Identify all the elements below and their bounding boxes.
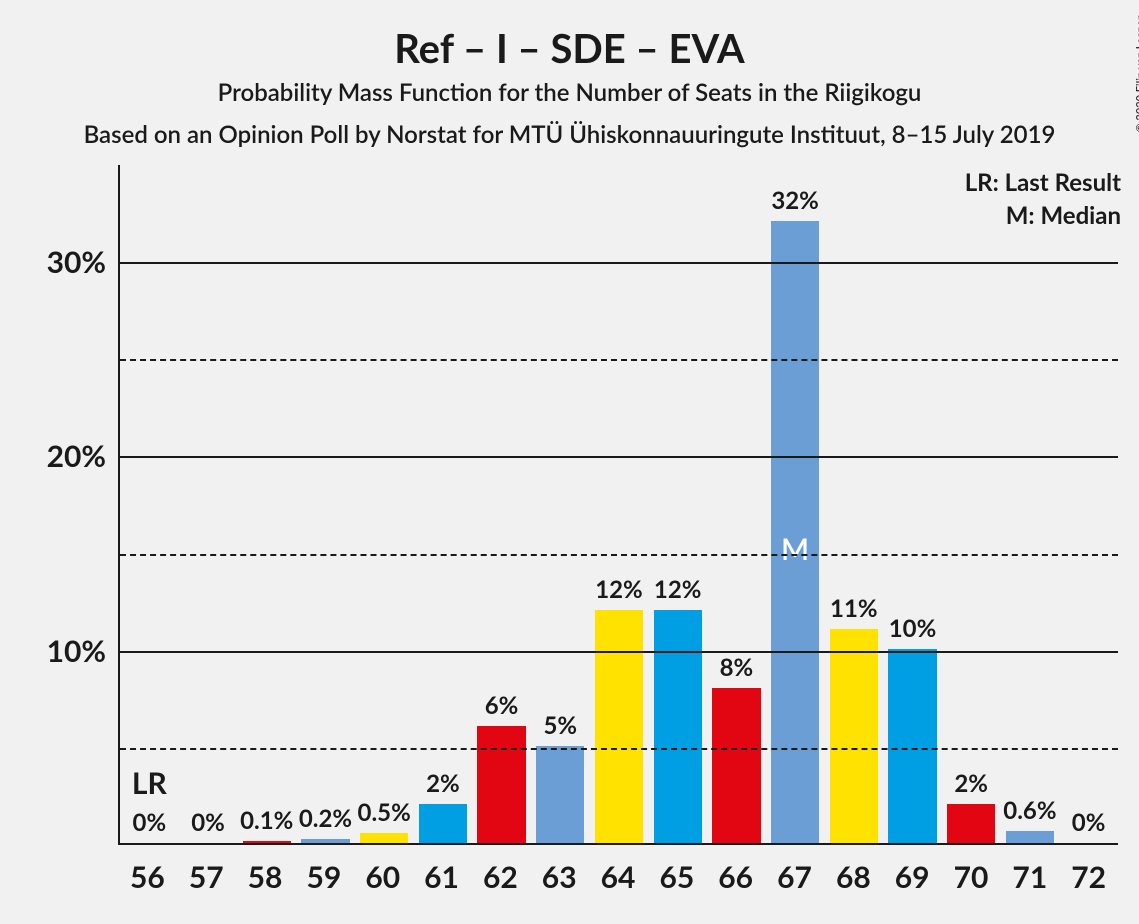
gridline-major bbox=[120, 456, 1118, 458]
bar-value-label: 12% bbox=[595, 575, 643, 610]
bar-cell: 0.2% bbox=[296, 165, 355, 843]
lr-marker: LR bbox=[132, 765, 167, 801]
bar-value-label: 0% bbox=[133, 808, 167, 843]
copyright-text: © 2020 Filip van Laenen bbox=[1134, 14, 1139, 132]
bar-value-label: 12% bbox=[654, 575, 702, 610]
x-axis-label: 72 bbox=[1059, 859, 1118, 895]
bar-value-label: 0.6% bbox=[1003, 796, 1056, 831]
x-axis-label: 59 bbox=[294, 859, 353, 895]
bar: 12% bbox=[595, 610, 643, 843]
bar-cell: 10% bbox=[883, 165, 942, 843]
bar: 8% bbox=[712, 688, 760, 843]
bar-cell: 0% LR bbox=[120, 165, 179, 843]
bar-value-label: 0.1% bbox=[240, 806, 293, 841]
x-axis-label: 57 bbox=[177, 859, 236, 895]
bar-value-label: 8% bbox=[720, 653, 754, 688]
x-axis-label: 62 bbox=[471, 859, 530, 895]
bars-container: 0%LR0%0.1%0.2%0.5%2%6%5%12%12%8%32%M11%1… bbox=[120, 165, 1118, 843]
chart-title: Ref – I – SDE – EVA bbox=[0, 24, 1139, 72]
bar-cell: 8% bbox=[707, 165, 766, 843]
x-axis-label: 70 bbox=[942, 859, 1001, 895]
bar-value-label: 32% bbox=[771, 186, 819, 221]
bar-cell: 11% bbox=[824, 165, 883, 843]
median-marker: M bbox=[781, 531, 809, 567]
bar-value-label: 2% bbox=[426, 769, 460, 804]
bar-value-label: 0.5% bbox=[358, 798, 411, 833]
x-axis-label: 69 bbox=[883, 859, 942, 895]
gridline-minor bbox=[120, 554, 1118, 556]
bar: 5% bbox=[536, 746, 584, 843]
x-axis-labels: 5657585960616263646566676869707172 bbox=[118, 859, 1118, 895]
x-axis-label: 56 bbox=[118, 859, 177, 895]
chart-subtitle: Probability Mass Function for the Number… bbox=[0, 78, 1139, 107]
x-axis-label: 67 bbox=[765, 859, 824, 895]
bar: 0.5% bbox=[360, 833, 408, 843]
bar-value-label: 5% bbox=[543, 711, 577, 746]
gridline-minor bbox=[120, 359, 1118, 361]
x-axis-label: 71 bbox=[1000, 859, 1059, 895]
bar: 11% bbox=[830, 629, 878, 843]
bar-cell: 6% bbox=[472, 165, 531, 843]
bar-cell: 2% bbox=[414, 165, 473, 843]
bar-cell: 0% bbox=[1059, 165, 1118, 843]
y-axis-label: 30% bbox=[47, 244, 120, 280]
bar-value-label: 11% bbox=[830, 594, 878, 629]
bar: 2% bbox=[947, 804, 995, 843]
x-axis-label: 66 bbox=[706, 859, 765, 895]
bar-cell: 5% bbox=[531, 165, 590, 843]
bar-cell: 0.1% bbox=[237, 165, 296, 843]
bar-value-label: 0.2% bbox=[299, 804, 352, 839]
plot-area: 0%LR0%0.1%0.2%0.5%2%6%5%12%12%8%32%M11%1… bbox=[118, 165, 1118, 845]
bar-cell: 0% bbox=[179, 165, 238, 843]
bar-cell: 12% bbox=[648, 165, 707, 843]
bar-value-label: 10% bbox=[889, 614, 937, 649]
bar-cell: 0.6% bbox=[1001, 165, 1060, 843]
x-axis-label: 58 bbox=[236, 859, 295, 895]
bar: 10% bbox=[888, 649, 936, 843]
gridline-minor bbox=[120, 748, 1118, 750]
x-axis-label: 61 bbox=[412, 859, 471, 895]
bar: 0.1% bbox=[243, 841, 291, 843]
chart-source-line: Based on an Opinion Poll by Norstat for … bbox=[0, 120, 1139, 149]
bar-cell: 0.5% bbox=[355, 165, 414, 843]
bar: 12% bbox=[654, 610, 702, 843]
bar-value-label: 6% bbox=[485, 691, 519, 726]
x-axis-label: 60 bbox=[353, 859, 412, 895]
bar: 6% bbox=[477, 726, 525, 843]
bar: 0.2% bbox=[301, 839, 349, 843]
bar-value-label: 0% bbox=[1072, 808, 1106, 843]
y-axis-label: 10% bbox=[47, 633, 120, 669]
bar-cell: 32% M bbox=[766, 165, 825, 843]
gridline-major bbox=[120, 651, 1118, 653]
bar-cell: 12% bbox=[590, 165, 649, 843]
chart-canvas: Ref – I – SDE – EVA Probability Mass Fun… bbox=[0, 0, 1139, 924]
gridline-major bbox=[120, 262, 1118, 264]
x-axis-label: 65 bbox=[647, 859, 706, 895]
x-axis-label: 68 bbox=[824, 859, 883, 895]
y-axis-label: 20% bbox=[47, 438, 120, 474]
bar-value-label: 2% bbox=[954, 769, 988, 804]
x-axis-label: 64 bbox=[589, 859, 648, 895]
bar-cell: 2% bbox=[942, 165, 1001, 843]
bar-value-label: 0% bbox=[191, 808, 225, 843]
x-axis-label: 63 bbox=[530, 859, 589, 895]
bar: 2% bbox=[419, 804, 467, 843]
bar: 0.6% bbox=[1006, 831, 1054, 843]
